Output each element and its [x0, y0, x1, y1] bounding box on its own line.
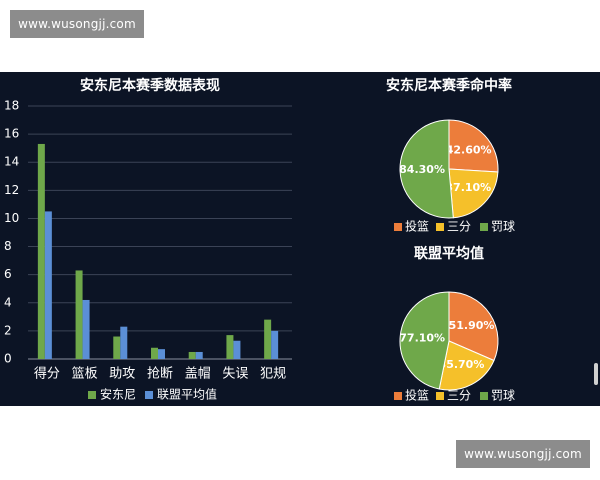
y-tick-label: 14 [4, 155, 19, 169]
pie-2-slice-0 [448, 291, 499, 362]
pie-1-value-label: 84.30% [399, 163, 445, 176]
y-tick-label: 16 [4, 127, 19, 141]
x-tick-label: 犯规 [260, 367, 286, 382]
pie-1-legend-swatch [436, 223, 444, 231]
pie-title-2: 联盟平均值 [414, 245, 484, 262]
scrollbar-stub[interactable] [594, 363, 598, 385]
pie-2-slice-1 [438, 340, 495, 391]
bar-league-2 [120, 326, 128, 359]
pie-1-slice-2 [399, 119, 454, 219]
bar-anthony-5 [226, 335, 234, 359]
pie-title-1: 安东尼本赛季命中率 [386, 77, 512, 94]
pie-1-value-label: 42.60% [446, 144, 492, 157]
watermark-top: www.wusongjj.com [10, 10, 144, 38]
chart-panel: 安东尼本赛季数据表现 0 2 4 6 8 10 12 14 16 18 得分 篮板 助攻 抢断 盖帽 失误 犯规安… [0, 72, 600, 406]
pie-2-value-label: 51.90% [449, 319, 495, 332]
y-tick-label: 18 [4, 99, 19, 113]
x-tick-label: 失误 [222, 367, 248, 382]
x-tick-label: 助攻 [109, 367, 135, 382]
bar-chart-title: 安东尼本赛季数据表现 [80, 77, 220, 94]
y-tick-label: 2 [4, 323, 12, 337]
x-tick-label: 得分 [34, 366, 60, 382]
y-tick-label: 0 [4, 352, 12, 366]
bar-anthony-1 [75, 270, 83, 359]
bar-anthony-0 [37, 143, 45, 359]
bar-league-5 [233, 340, 241, 359]
legend-swatch-league [145, 391, 153, 399]
y-tick-label: 12 [4, 183, 19, 197]
pie-1-legend-swatch [394, 223, 402, 231]
legend-label-anthony: 安东尼 [100, 387, 136, 402]
pie-2-value-label: 35.70% [439, 358, 485, 371]
pie-2-legend-swatch [394, 392, 402, 400]
pie-1-slice-0 [448, 119, 499, 173]
pie-2-value-label: 77.10% [399, 331, 445, 344]
watermark-bottom: www.wusongjj.com [456, 440, 590, 468]
bar-league-3 [158, 349, 165, 359]
pie-2-legend-label: 投篮 [405, 388, 429, 403]
legend-label-league: 联盟平均值 [157, 387, 217, 402]
pie-1-legend-label: 三分 [447, 220, 471, 234]
pie-1-legend-swatch [480, 223, 488, 231]
bar-anthony-4 [188, 351, 196, 359]
pie-1-slice-1 [448, 168, 499, 219]
x-tick-label: 盖帽 [185, 366, 211, 382]
bar-league-0 [44, 211, 52, 359]
bar-anthony-3 [151, 347, 158, 359]
bar-league-1 [82, 299, 90, 359]
bar-anthony-2 [113, 336, 121, 359]
pie-1-value-label: 37.10% [445, 181, 491, 194]
pie-2-legend-swatch [436, 392, 444, 400]
pie-1-legend-label: 投篮 [405, 219, 429, 234]
pie-2-legend-label: 三分 [447, 389, 471, 403]
bar-league-6 [271, 330, 279, 359]
y-tick-label: 4 [4, 295, 12, 309]
y-tick-label: 10 [4, 211, 19, 225]
pie-1-legend-label: 罚球 [491, 220, 515, 234]
pie-2-legend-swatch [480, 392, 488, 400]
bar-anthony-6 [264, 319, 272, 359]
y-tick-label: 8 [4, 239, 12, 253]
legend-swatch-anthony [88, 391, 96, 399]
pie-2-slice-2 [399, 291, 450, 390]
x-tick-label: 抢断 [147, 366, 173, 382]
bar-league-4 [195, 351, 203, 359]
pie-2-legend-label: 罚球 [491, 389, 515, 403]
x-tick-label: 篮板 [72, 367, 98, 382]
y-tick-label: 6 [4, 267, 12, 281]
